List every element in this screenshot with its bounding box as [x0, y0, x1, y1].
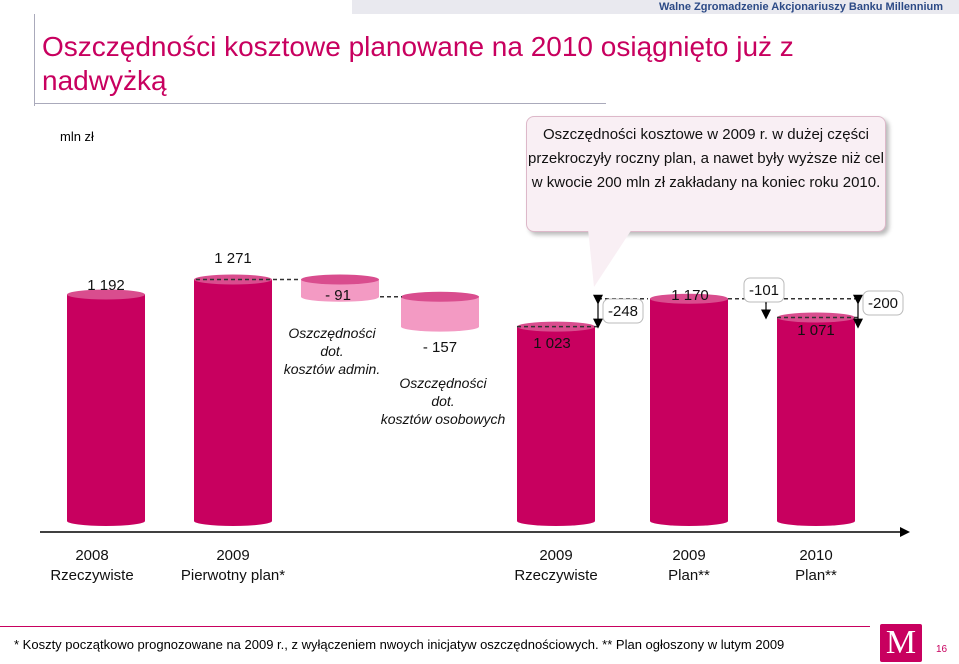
gap-label-1: -248 — [608, 303, 638, 320]
reduction-label-1: - 91 — [325, 287, 351, 304]
reduction-name-1-line-3: kosztów admin. — [284, 361, 380, 377]
bar-4 — [650, 298, 728, 526]
value-label-1: 1 192 — [87, 277, 125, 294]
header-band: Walne Zgromadzenie Akcjonariuszy Banku M… — [352, 0, 959, 14]
category-year-2: 2009 — [216, 547, 249, 564]
millennium-logo: M — [880, 624, 922, 662]
gap-label-box-3 — [862, 290, 904, 316]
bar-1 — [67, 294, 145, 526]
title-divider-vertical — [34, 14, 35, 106]
gap-label-3: -200 — [868, 295, 898, 312]
reduction-name-2-line-3: kosztów osobowych — [381, 411, 506, 427]
bar-3 — [517, 326, 595, 526]
gap-label-2: -101 — [749, 282, 779, 299]
category-year-4: 2009 — [672, 547, 705, 564]
footnote: * Koszty początkowo prognozowane na 2009… — [14, 637, 785, 652]
reduction-name-1-line-2: dot. — [320, 343, 343, 359]
category-label-1: Rzeczywiste — [50, 567, 133, 584]
bar-4-top — [650, 293, 728, 304]
reduction-name-2-line-1: Oszczędności — [399, 375, 487, 391]
category-year-5: 2010 — [799, 547, 832, 564]
reduction-bar-2-top — [401, 291, 479, 302]
title-divider — [34, 103, 606, 104]
category-year-3: 2009 — [539, 547, 572, 564]
category-label-2: Pierwotny plan* — [181, 567, 285, 584]
reduction-label-2: - 157 — [423, 339, 457, 356]
gap-label-box-1 — [602, 298, 644, 324]
value-label-3: 1 023 — [533, 335, 571, 352]
footer-rule — [0, 626, 870, 627]
page-number: 16 — [936, 644, 948, 655]
value-label-5: 1 071 — [797, 322, 835, 339]
bar-1-top — [67, 289, 145, 300]
category-year-1: 2008 — [75, 547, 108, 564]
value-label-2: 1 271 — [214, 250, 252, 267]
category-label-3: Rzeczywiste — [514, 567, 597, 584]
gap-label-box-2 — [743, 277, 785, 303]
reduction-name-1-line-1: Oszczędności — [288, 325, 376, 341]
header-organization: Walne Zgromadzenie Akcjonariuszy Banku M… — [658, 1, 943, 13]
category-label-5: Plan** — [795, 567, 837, 584]
reduction-bar-1-top — [301, 274, 379, 285]
logo-letter: M — [885, 624, 917, 661]
callout-text: Oszczędności kosztowe w 2009 r. w dużej … — [528, 126, 884, 191]
page-title: Oszczędności kosztowe planowane na 2010 … — [42, 31, 794, 96]
value-label-4: 1 170 — [671, 287, 709, 304]
bar-5 — [777, 317, 855, 526]
callout-box: Oszczędności kosztowe w 2009 r. w dużej … — [526, 116, 886, 232]
callout-pointer — [588, 229, 632, 287]
bar-2 — [194, 279, 272, 526]
reduction-bar-2 — [401, 296, 479, 332]
reduction-bar-1 — [301, 279, 379, 302]
category-label-4: Plan** — [668, 567, 710, 584]
unit-label: mln zł — [60, 129, 94, 144]
reduction-name-2-line-2: dot. — [431, 393, 454, 409]
